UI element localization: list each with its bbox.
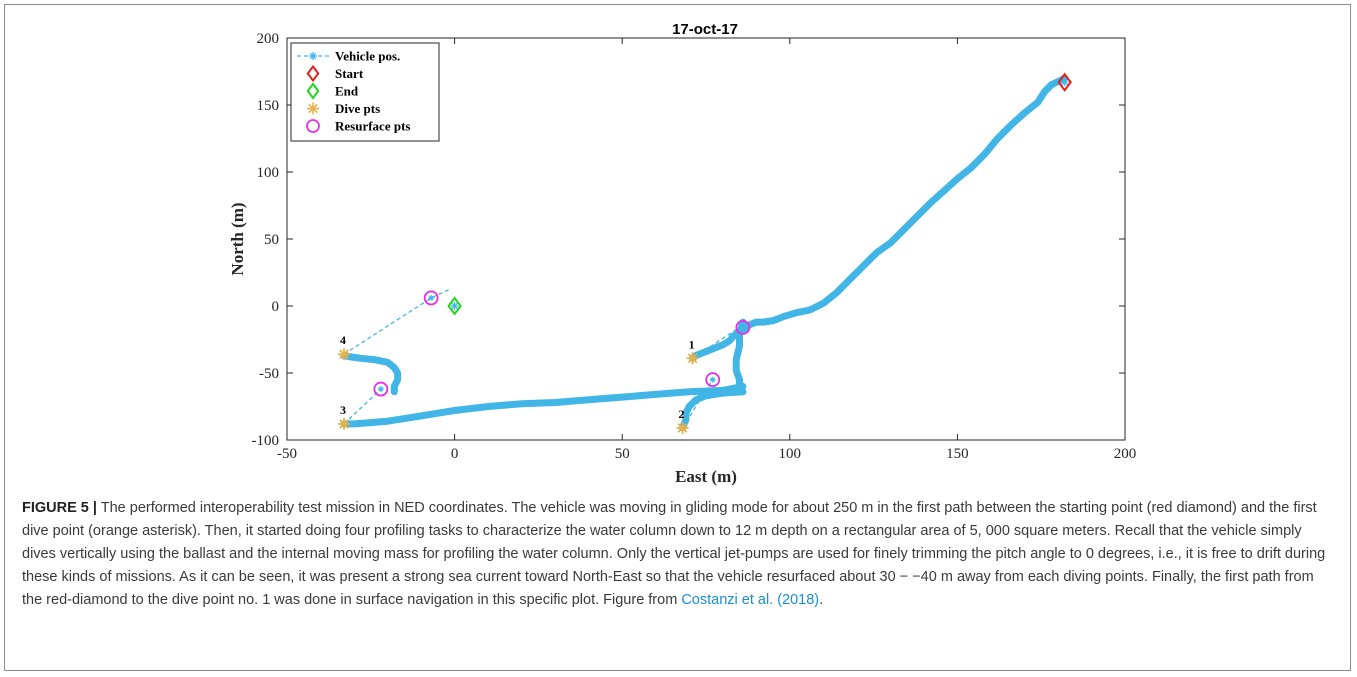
legend-label: Start — [335, 66, 364, 81]
resurface-point — [705, 372, 721, 388]
legend-label: Resurface pts — [335, 119, 410, 134]
legend: Vehicle pos. Start End Dive pts Resurface pt… — [290, 42, 440, 142]
y-tick-label: 200 — [257, 31, 280, 47]
legend-entry: Vehicle pos. — [297, 49, 400, 64]
legend-entry: Dive pts — [307, 101, 380, 116]
figure-caption: FIGURE 5 | The performed interoperabilit… — [22, 497, 1337, 612]
y-tick-label: -100 — [252, 433, 280, 449]
dive-point-label: 2 — [679, 407, 685, 421]
legend-marker — [307, 102, 319, 115]
legend-label: End — [335, 84, 359, 99]
y-tick-label: 100 — [257, 165, 280, 181]
dive-point — [337, 348, 350, 361]
legend-entry: End — [306, 82, 359, 100]
figure-label: FIGURE 5 | — [22, 500, 97, 516]
figure-frame — [4, 4, 1351, 671]
legend-marker — [306, 119, 320, 133]
vehicle-track-segment — [340, 382, 747, 428]
x-tick-label: 150 — [946, 446, 969, 462]
vehicle-dashed-segment — [681, 379, 714, 429]
y-tick-label: 50 — [264, 232, 279, 248]
x-tick-label: 200 — [1114, 446, 1137, 462]
resurface-point-center — [739, 324, 746, 331]
resurface-point-center — [709, 376, 716, 383]
vehicle-track-segment — [689, 74, 1069, 362]
y-tick-label: 150 — [257, 98, 280, 114]
x-tick-label: 100 — [779, 446, 802, 462]
legend-marker — [306, 64, 320, 83]
x-tick-label: -50 — [277, 446, 297, 462]
x-tick-label: 0 — [451, 446, 459, 462]
end-point-center — [450, 302, 459, 310]
legend-label: Vehicle pos. — [335, 49, 400, 64]
legend-marker — [309, 52, 317, 60]
resurface-point — [735, 320, 751, 335]
legend-box — [290, 42, 440, 142]
resurface-point-center — [377, 386, 384, 393]
x-axis-label: East (m) — [675, 467, 737, 486]
start-point-center — [1060, 78, 1069, 87]
caption-text: The performed interoperability test miss… — [22, 500, 1326, 608]
legend-entry: Start — [306, 64, 364, 83]
dive-point-label: 1 — [689, 337, 695, 351]
dive-point — [676, 421, 689, 434]
legend-label: Dive pts — [335, 101, 380, 116]
x-tick-label: 50 — [615, 446, 630, 462]
vehicle-dashed-segment — [692, 326, 740, 359]
legend-marker — [306, 82, 320, 100]
dive-point-label: 3 — [340, 403, 346, 417]
dive-point-label: 4 — [340, 333, 346, 347]
resurface-point-center — [428, 294, 435, 301]
dive-point — [337, 417, 350, 430]
caption-end: . — [819, 592, 824, 608]
y-axis-label: North (m) — [228, 202, 247, 275]
start-point — [1057, 72, 1072, 92]
resurface-point — [423, 290, 439, 306]
chart-title: 17-oct-17 — [672, 21, 738, 38]
vehicle-track-segment — [340, 352, 402, 396]
y-tick-label: 0 — [272, 299, 280, 315]
dive-point — [686, 352, 699, 365]
end-point — [447, 296, 462, 316]
vehicle-dashed-segment — [343, 388, 382, 425]
resurface-point — [373, 381, 389, 397]
y-tick-label: -50 — [259, 366, 279, 382]
legend-entry: Resurface pts — [306, 119, 410, 134]
citation-link[interactable]: Costanzi et al. (2018) — [681, 592, 820, 608]
